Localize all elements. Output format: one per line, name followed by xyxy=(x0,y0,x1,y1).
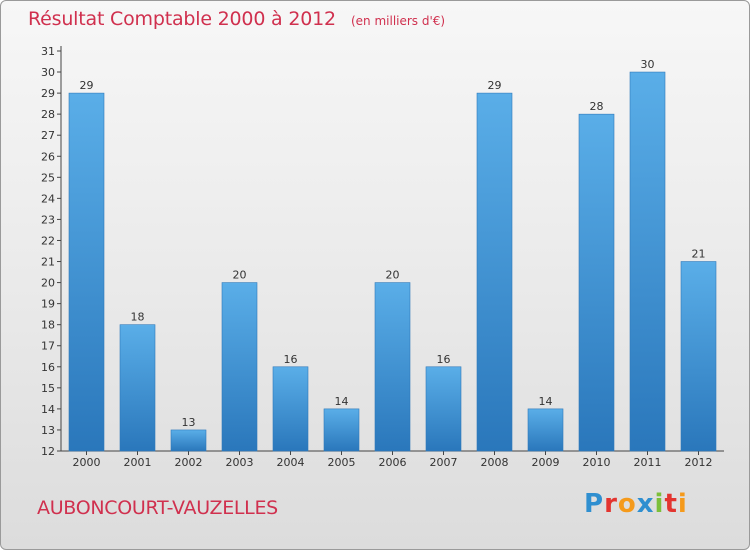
y-tick-label: 13 xyxy=(41,424,55,437)
bar xyxy=(476,92,513,452)
bar-value-label: 14 xyxy=(539,395,553,408)
y-tick-label: 25 xyxy=(41,171,55,184)
y-tick-label: 30 xyxy=(41,66,55,79)
bar-value-label: 13 xyxy=(182,416,196,429)
bar xyxy=(68,92,105,452)
y-tick-label: 19 xyxy=(41,298,55,311)
x-tick-label: 2006 xyxy=(379,456,407,469)
x-tick-label: 2008 xyxy=(481,456,509,469)
logo-letter: P xyxy=(584,489,605,519)
bar xyxy=(578,113,615,452)
y-tick-label: 26 xyxy=(41,150,55,163)
x-tick-label: 2002 xyxy=(175,456,203,469)
bar xyxy=(221,282,258,452)
bar-value-label: 30 xyxy=(641,58,655,71)
y-tick-label: 17 xyxy=(41,340,55,353)
y-tick-label: 15 xyxy=(41,382,55,395)
bar-value-label: 20 xyxy=(386,269,400,282)
y-tick-label: 22 xyxy=(41,234,55,247)
bar xyxy=(272,366,309,452)
bar xyxy=(374,282,411,452)
y-tick-label: 14 xyxy=(41,403,55,416)
bar-value-label: 18 xyxy=(131,311,145,324)
x-tick-label: 2007 xyxy=(430,456,458,469)
bar xyxy=(527,408,564,452)
bar-value-label: 29 xyxy=(80,79,94,92)
x-tick-label: 2001 xyxy=(124,456,152,469)
logo-letter: x xyxy=(636,489,655,519)
x-tick-label: 2004 xyxy=(277,456,305,469)
logo-letter: o xyxy=(617,489,637,519)
bar-value-label: 16 xyxy=(284,353,298,366)
y-tick-label: 27 xyxy=(41,129,55,142)
y-tick-label: 29 xyxy=(41,87,55,100)
chart-title: Résultat Comptable 2000 à 2012 xyxy=(28,8,336,30)
y-tick-label: 21 xyxy=(41,256,55,269)
x-tick-label: 2012 xyxy=(685,456,713,469)
x-tick-label: 2005 xyxy=(328,456,356,469)
x-tick-label: 2011 xyxy=(634,456,662,469)
logo-letter: i xyxy=(654,489,665,519)
bar-value-label: 29 xyxy=(488,79,502,92)
bar xyxy=(425,366,462,452)
bar-value-label: 28 xyxy=(590,100,604,113)
bar-value-label: 14 xyxy=(335,395,349,408)
logo-letter: i xyxy=(677,489,688,519)
y-tick-label: 18 xyxy=(41,319,55,332)
title-row: Résultat Comptable 2000 à 2012 (en milli… xyxy=(28,8,445,30)
bars: 29 18 13 20 16 14 20 16 29 14 28 30 21 xyxy=(68,58,717,452)
x-tick-label: 2009 xyxy=(532,456,560,469)
x-tick-label: 2000 xyxy=(73,456,101,469)
y-tick-label: 28 xyxy=(41,108,55,121)
proxiti-logo[interactable]: Proxiti xyxy=(584,489,688,519)
bar xyxy=(119,324,156,452)
chart-subtitle: (en milliers d'€) xyxy=(350,14,446,28)
bar-value-label: 21 xyxy=(692,248,706,261)
bar-value-label: 20 xyxy=(233,269,247,282)
bar xyxy=(680,261,717,452)
bar-value-label: 16 xyxy=(437,353,451,366)
y-tick-label: 16 xyxy=(41,361,55,374)
x-tick-label: 2010 xyxy=(583,456,611,469)
y-tick-label: 20 xyxy=(41,277,55,290)
y-tick-label: 12 xyxy=(41,445,55,458)
logo-letter: r xyxy=(604,489,618,519)
y-tick-label: 24 xyxy=(41,192,55,205)
bar xyxy=(323,408,360,452)
bar xyxy=(170,429,207,452)
y-tick-label: 31 xyxy=(41,45,55,58)
logo-letter: t xyxy=(664,489,678,519)
x-tick-label: 2003 xyxy=(226,456,254,469)
commune-name: AUBONCOURT-VAUZELLES xyxy=(37,497,278,519)
bar xyxy=(629,71,666,452)
y-tick-label: 23 xyxy=(41,213,55,226)
